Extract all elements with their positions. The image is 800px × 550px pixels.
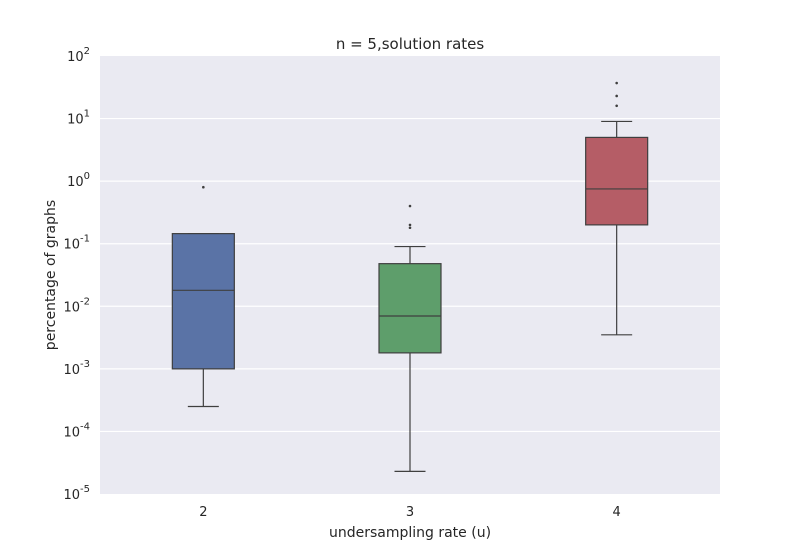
outlier-point [408, 226, 412, 230]
outlier-point [408, 223, 412, 227]
x-tick-label: 3 [406, 505, 414, 520]
y-tick-label: 10-3 [63, 359, 90, 378]
box-3 [378, 263, 442, 354]
y-axis-label: percentage of graphs [43, 200, 59, 350]
y-tick-label: 100 [67, 171, 90, 190]
x-tick-label: 4 [613, 505, 621, 520]
y-tick-label: 101 [67, 109, 90, 128]
y-tick-label: 10-4 [63, 421, 90, 440]
outlier-point [408, 204, 412, 208]
outlier-point [615, 104, 618, 108]
chart-title: n = 5,solution rates [336, 35, 485, 53]
box-plots [171, 81, 649, 472]
y-tick-label: 102 [67, 46, 90, 65]
outlier-point [202, 185, 205, 189]
y-tick-label: 10-2 [63, 296, 90, 315]
x-axis-label: undersampling rate (u) [329, 525, 491, 541]
x-axis-ticks: 2 3 4 [199, 505, 621, 520]
box-4 [585, 136, 649, 226]
outlier-point [615, 94, 618, 98]
y-axis-ticks: 10-5 10-4 10-3 10-2 10-1 100 101 102 [63, 46, 90, 503]
x-tick-label: 2 [199, 505, 207, 520]
y-tick-label: 10-5 [63, 484, 90, 503]
outlier-point [615, 81, 618, 85]
box-2 [171, 233, 235, 370]
y-tick-label: 10-1 [63, 234, 90, 253]
